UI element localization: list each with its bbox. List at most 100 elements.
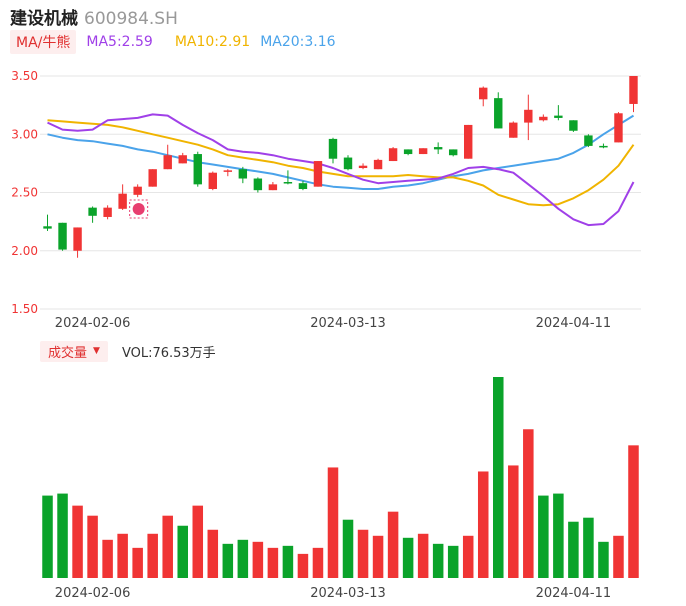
candle <box>328 137 338 164</box>
candle <box>223 169 233 177</box>
candle <box>524 94 533 141</box>
ma5-line <box>47 113 635 227</box>
candle-body <box>268 184 278 191</box>
candle <box>388 147 398 162</box>
candle-body <box>148 169 157 187</box>
volume-bar <box>493 377 504 578</box>
volume-bar <box>583 517 594 578</box>
candle-body <box>43 226 52 229</box>
volume-bar <box>402 537 414 578</box>
volume-chart: 2024-02-06 2024-03-13 2024-04-11 <box>42 377 639 601</box>
candle <box>629 76 638 113</box>
volume-x-tick-label: 2024-02-06 <box>55 586 131 601</box>
volume-indicator-tab[interactable]: 成交量 ▼ <box>40 340 108 362</box>
event-badge-icon <box>129 199 149 219</box>
candle-body <box>358 165 368 169</box>
candle-body <box>464 124 473 159</box>
volume-bar <box>342 519 354 578</box>
stock-name: 建设机械 <box>10 9 78 29</box>
event-badge-frame <box>129 199 149 219</box>
volume-tab-label: 成交量 <box>48 345 88 361</box>
volume-bar <box>477 471 489 578</box>
candle-body <box>223 170 233 172</box>
volume-x-tick-label: 2024-04-11 <box>536 586 612 601</box>
candle-body <box>193 154 202 185</box>
candle-body <box>298 183 308 190</box>
candle <box>148 169 157 187</box>
volume-bar <box>613 535 624 578</box>
candle-body <box>133 186 142 195</box>
price-tick-label: 2.00 <box>11 244 38 258</box>
price-tick-label: 1.50 <box>11 302 38 316</box>
candle-body <box>509 122 518 138</box>
candle <box>208 171 217 191</box>
candle-body <box>584 135 593 146</box>
volume-bar <box>102 539 113 578</box>
volume-bar <box>177 525 188 578</box>
price-tick-label: 3.00 <box>11 127 38 141</box>
candle <box>373 158 383 170</box>
candle-body <box>103 207 112 217</box>
volume-bar <box>372 535 384 578</box>
candle-body <box>58 222 67 250</box>
candle <box>584 134 593 148</box>
volume-bar <box>417 533 429 578</box>
volume-bar <box>267 547 279 578</box>
candle <box>358 163 368 170</box>
volume-bar <box>42 495 53 578</box>
volume-bar <box>447 545 459 578</box>
candle <box>178 152 187 164</box>
volume-bar <box>192 505 204 578</box>
stock-code: 600984.SH <box>84 9 178 29</box>
candle <box>464 124 473 159</box>
candle <box>614 112 623 143</box>
candle-body <box>118 193 127 209</box>
event-badge-dot <box>132 203 145 215</box>
candle <box>283 170 293 185</box>
candle <box>103 205 112 220</box>
candle-body <box>524 109 533 123</box>
price-tick-label: 3.50 <box>11 69 38 83</box>
volume-bar <box>147 533 158 578</box>
candle <box>418 148 428 155</box>
ma10-line <box>47 119 635 207</box>
volume-bar <box>462 535 474 578</box>
price-x-tick-label: 2024-04-11 <box>536 316 612 330</box>
candle <box>433 142 443 155</box>
candle <box>313 161 323 187</box>
candle <box>118 184 127 210</box>
candle-body <box>448 149 458 156</box>
volume-bar <box>598 541 609 578</box>
volume-bar <box>117 533 128 578</box>
price-chart: 3.50 3.00 2.50 2.00 1.50 2024-02-06 2024-03-13… <box>11 69 641 330</box>
volume-bar <box>387 511 399 578</box>
volume-bar <box>327 467 339 578</box>
volume-bar <box>312 547 324 578</box>
volume-bar <box>207 529 219 578</box>
candle-body <box>494 98 503 129</box>
candle-body <box>238 169 248 179</box>
candle-body <box>373 159 383 170</box>
volume-bar <box>222 543 234 578</box>
candle-body <box>343 157 353 170</box>
ma20-line <box>47 114 635 190</box>
candle-body <box>88 207 97 216</box>
caret-down-icon: ▼ <box>93 346 100 356</box>
candle <box>448 149 458 157</box>
ma20-label: MA20:3.16 <box>260 34 336 50</box>
stock-header: 建设机械 600984.SH <box>10 4 178 29</box>
candle-body <box>418 148 428 155</box>
ma-legend: MA/牛熊 MA5:2.59 MA10:2.91 MA20:3.16 <box>10 30 336 54</box>
volume-x-tick-label: 2024-03-13 <box>310 586 386 601</box>
candle <box>403 149 413 156</box>
ma-indicator-tab[interactable]: MA/牛熊 <box>10 30 77 54</box>
candle <box>554 105 563 121</box>
candle-body <box>629 76 638 104</box>
candle <box>88 206 97 223</box>
candle-body <box>163 155 172 170</box>
candle-body <box>328 138 338 159</box>
candle <box>193 151 202 187</box>
volume-bar <box>237 539 249 578</box>
candle-body <box>599 145 608 148</box>
candle <box>298 180 308 191</box>
